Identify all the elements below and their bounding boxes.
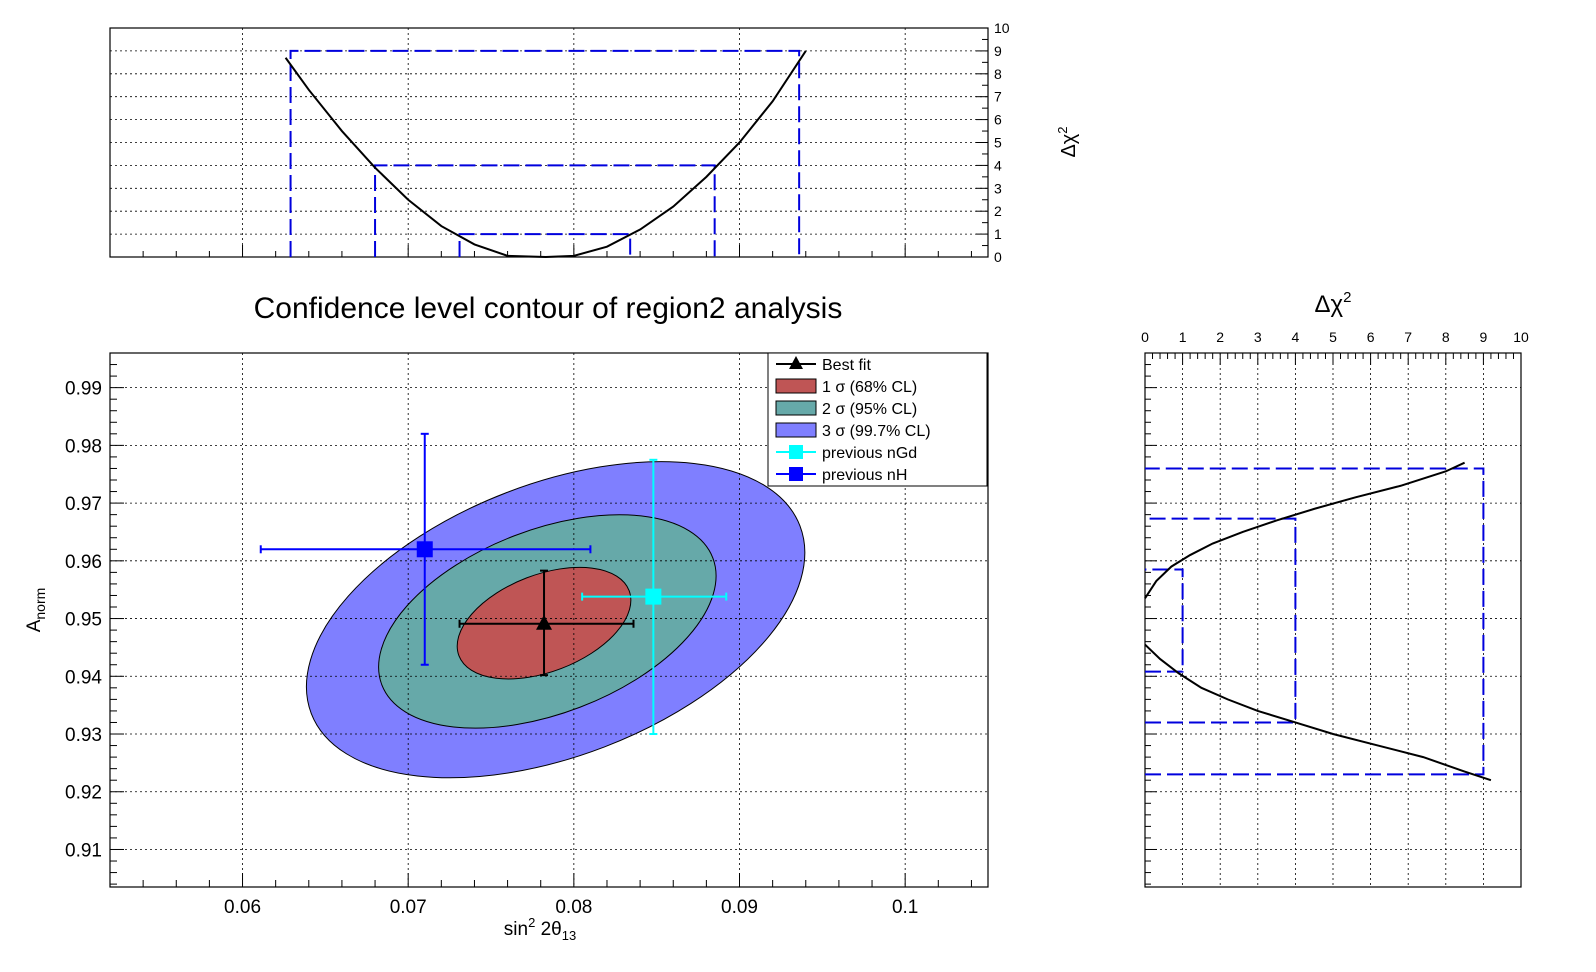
cl-box-1 <box>1145 568 1184 673</box>
x-tick-label: 6 <box>1367 329 1375 345</box>
cl-box-4 <box>374 164 716 257</box>
x-tick-label: 0 <box>1141 329 1149 345</box>
legend-label: previous nH <box>822 467 907 484</box>
previous-nGd-marker <box>645 588 662 605</box>
legend-swatch <box>775 422 817 438</box>
y-tick-label: 0 <box>994 249 1002 265</box>
legend-box <box>767 352 988 487</box>
legend-label: 1 σ (68% CL) <box>822 379 917 396</box>
x-axis-label: sin2 2θ13 <box>504 915 576 943</box>
x-tick-label: 7 <box>1404 329 1412 345</box>
y-tick-label: 6 <box>994 112 1002 128</box>
top-y-axis-label: Δχ2 <box>1055 126 1080 157</box>
top-profile-plot: 0 1 2 3 4 5 6 7 8 9 10 Δχ2 <box>109 20 1080 265</box>
x-tick-label: 8 <box>1442 329 1450 345</box>
x-tick-label: 3 <box>1254 329 1262 345</box>
legend-swatch <box>775 400 817 416</box>
y-tick-label: 10 <box>994 20 1010 36</box>
main-contour-plot: Confidence level contour of region2 anal… <box>24 292 989 943</box>
y-tick-label: 0.97 <box>65 494 102 515</box>
legend-label: 2 σ (95% CL) <box>822 401 917 418</box>
right-profile-plot: 0 1 2 3 4 5 6 7 8 9 10 Δχ2 <box>1141 289 1529 888</box>
x-tick-label: 5 <box>1329 329 1337 345</box>
y-tick-label: 0.92 <box>65 783 102 804</box>
x-tick-label: 2 <box>1216 329 1224 345</box>
x-tick-label: 0.1 <box>892 897 918 918</box>
y-tick-label: 0.96 <box>65 552 102 573</box>
previous-nH-marker <box>416 541 433 558</box>
legend-swatch <box>775 378 817 394</box>
y-tick-label: 8 <box>994 66 1002 82</box>
y-tick-label: 0.99 <box>65 379 102 400</box>
plot-frame <box>109 352 989 888</box>
x-tick-label: 0.09 <box>721 897 758 918</box>
y-tick-label: 1 <box>994 226 1002 242</box>
x-tick-label: 0.07 <box>390 897 427 918</box>
y-tick-label: 2 <box>994 203 1002 219</box>
y-tick-label: 7 <box>994 89 1002 105</box>
y-tick-label: 0.93 <box>65 725 102 746</box>
y-tick-label: 0.98 <box>65 436 102 457</box>
x-tick-label: 4 <box>1292 329 1300 345</box>
profile-curve <box>1144 461 1466 599</box>
y-tick-label: 0.91 <box>65 840 102 861</box>
x-tick-label: 10 <box>1513 329 1529 345</box>
x-tick-label: 9 <box>1480 329 1488 345</box>
legend-marker <box>789 445 803 459</box>
profile-curve <box>1144 643 1492 782</box>
y-axis-label: Anorm <box>24 588 48 633</box>
y-tick-label: 3 <box>994 180 1002 196</box>
chart-title: Confidence level contour of region2 anal… <box>254 292 843 325</box>
legend-label: previous nGd <box>822 445 917 462</box>
y-tick-label: 0.94 <box>65 667 102 688</box>
legend-label: 3 σ (99.7% CL) <box>822 423 931 440</box>
best-fit-marker <box>536 614 553 630</box>
x-tick-label: 1 <box>1179 329 1187 345</box>
y-tick-label: 0.95 <box>65 610 102 631</box>
legend-marker <box>789 467 803 481</box>
right-x-axis-label: Δχ2 <box>1315 289 1352 318</box>
cl-box-4 <box>1145 517 1297 724</box>
y-tick-label: 5 <box>994 135 1002 151</box>
legend-label: Best fit <box>822 357 871 374</box>
x-tick-label: 0.08 <box>555 897 592 918</box>
cl-box-9 <box>1145 467 1485 776</box>
y-tick-label: 9 <box>994 43 1002 59</box>
y-tick-label: 4 <box>994 157 1002 173</box>
cl-box-1 <box>458 233 632 257</box>
x-tick-label: 0.06 <box>224 897 261 918</box>
legend-marker <box>789 356 803 369</box>
cl-box-9 <box>289 49 801 257</box>
profile-curve <box>284 50 807 259</box>
